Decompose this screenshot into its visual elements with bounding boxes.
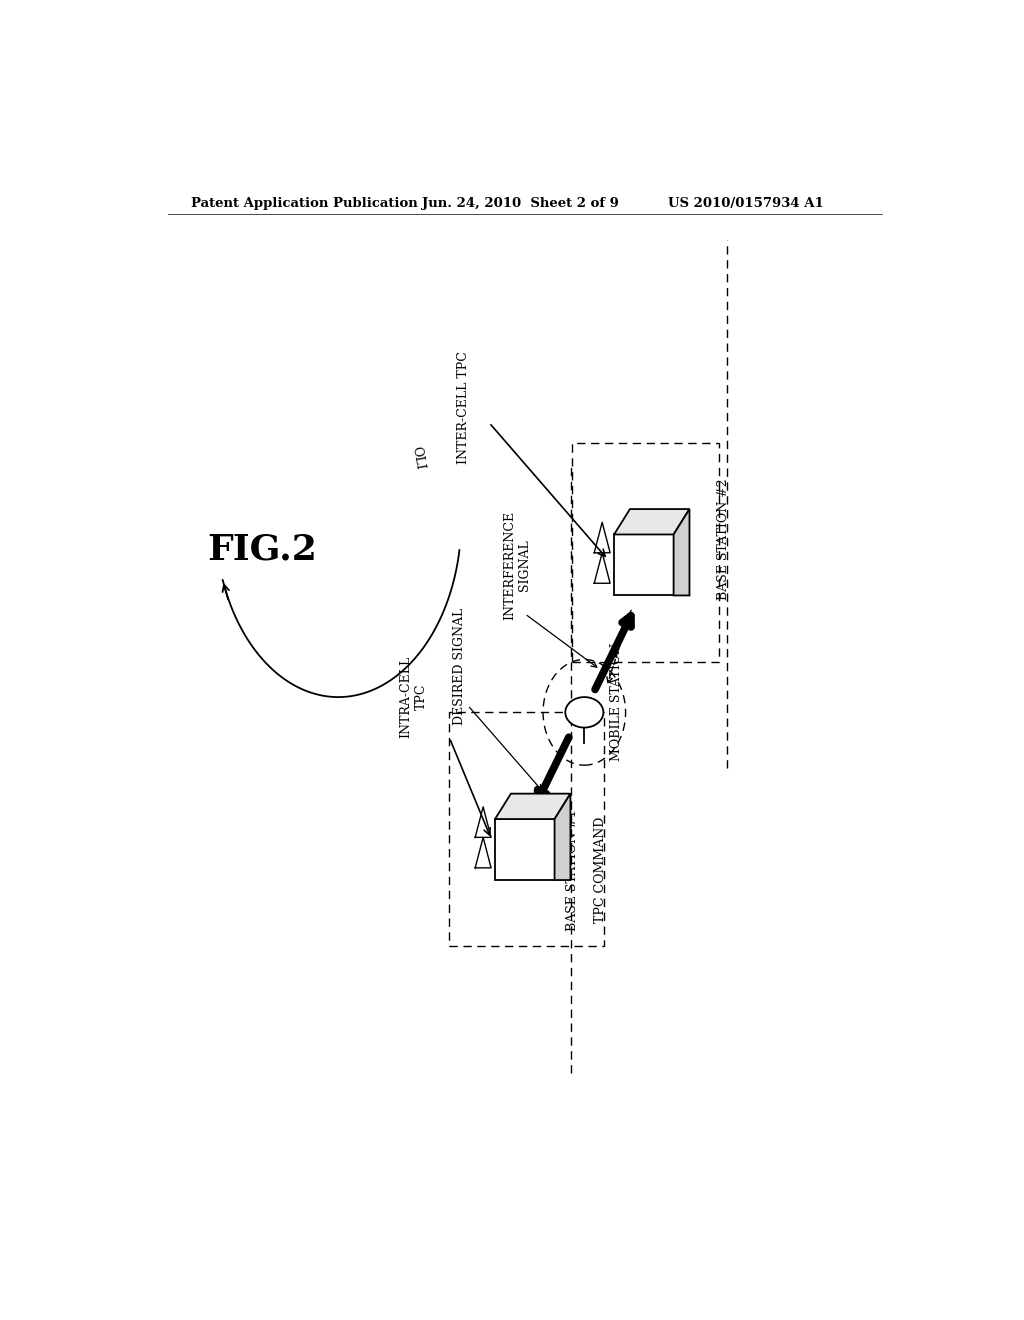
Text: INTER-CELL TPC: INTER-CELL TPC: [458, 351, 470, 463]
Text: MOBILE STATION: MOBILE STATION: [609, 643, 623, 762]
Text: BASE STATION #2: BASE STATION #2: [717, 479, 730, 601]
Text: BASE STATION #1: BASE STATION #1: [566, 809, 579, 931]
Text: FIG.2: FIG.2: [207, 533, 317, 566]
Text: TPC COMMAND: TPC COMMAND: [594, 817, 606, 923]
Text: INTERFERENCE
SIGNAL: INTERFERENCE SIGNAL: [503, 511, 530, 619]
Bar: [572, 444, 719, 661]
Text: Jun. 24, 2010  Sheet 2 of 9: Jun. 24, 2010 Sheet 2 of 9: [422, 197, 618, 210]
Polygon shape: [555, 793, 570, 880]
Polygon shape: [495, 793, 570, 818]
Bar: [614, 535, 674, 595]
Ellipse shape: [565, 697, 603, 727]
Text: INTRA-CELL
TPC: INTRA-CELL TPC: [399, 656, 428, 738]
Text: Patent Application Publication: Patent Application Publication: [191, 197, 418, 210]
Text: OLI: OLI: [410, 445, 427, 471]
Polygon shape: [674, 510, 689, 595]
Text: US 2010/0157934 A1: US 2010/0157934 A1: [668, 197, 823, 210]
Bar: [450, 713, 604, 946]
Polygon shape: [614, 510, 689, 535]
Text: DESIRED SIGNAL: DESIRED SIGNAL: [454, 609, 466, 725]
Bar: [495, 818, 555, 880]
